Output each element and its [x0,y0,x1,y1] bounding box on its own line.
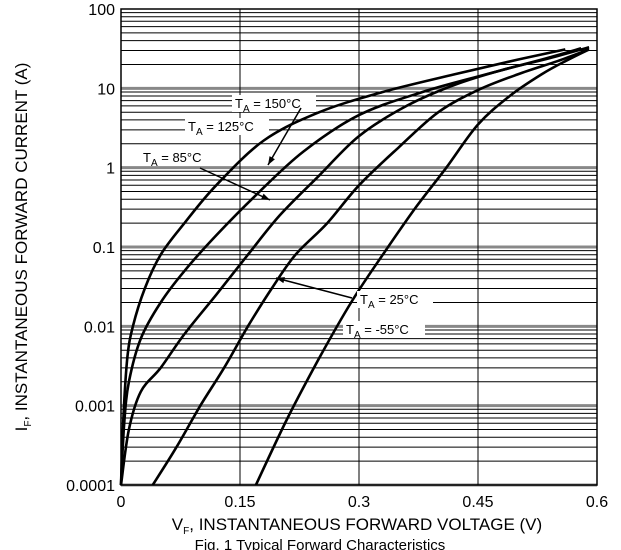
y-axis-symbol: I [12,427,31,432]
series-annotation-2: TA = 85°C [140,149,271,201]
arrowhead-icon [261,193,270,200]
y-tick-labels: 0.0001 0.001 0.01 0.1 1 10 100 [66,2,115,495]
annotation-leader [275,277,353,299]
annotation-backdrop [357,291,433,308]
annotation-backdrop [185,118,269,135]
x-tick-label: 0.3 [348,494,370,511]
x-tick-label: 0.15 [224,494,255,511]
annotation-leader [199,167,271,201]
series-label: TA = 25°C [360,292,419,311]
series-line-4 [254,48,590,486]
x-axis-text: , INSTANTANEOUS FORWARD VOLTAGE (V) [189,515,542,534]
y-tick-label: 100 [88,2,115,19]
series-layer [119,45,590,486]
arrowhead-icon [268,156,275,165]
x-axis-symbol: V [172,515,184,534]
series-label: TA = 150°C [235,96,301,115]
figure-caption: Fig. 1 Typical Forward Characteristics [194,537,446,550]
y-axis-subscript: F [23,421,34,427]
plot-frame [120,8,598,486]
series-annotation-1: TA = 125°C [185,118,269,138]
y-tick-label: 0.0001 [66,478,115,495]
y-tick-label: 0.1 [93,240,115,257]
y-tick-label: 0.001 [75,399,115,416]
series-annotations: TA = 150°C TA = 125°C TA = 85°C TA = 25°C TA… [140,95,433,341]
series-label: TA = -55°C [346,322,409,341]
y-tick-label: 10 [97,81,115,98]
annotation-backdrop [140,149,216,166]
x-axis-title: VF, INSTANTANEOUS FORWARD VOLTAGE (V) [172,515,542,537]
series-line-0 [119,48,566,486]
series-label: TA = 125°C [188,119,254,138]
series-annotation-3: TA = 25°C [275,277,433,311]
y-tick-label: 0.01 [84,319,115,336]
annotation-backdrop [232,95,316,112]
x-tick-label: 0.6 [586,494,608,511]
x-tick-label: 0.45 [462,494,493,511]
annotation-backdrop [343,321,425,338]
series-annotation-0: TA = 150°C [232,95,316,166]
y-tick-label: 1 [106,161,115,178]
x-tick-label: 0 [117,494,126,511]
x-axis-subscript: F [183,526,189,537]
series-annotation-4: TA = -55°C [343,321,425,341]
y-axis-title: IF, INSTANTANEOUS FORWARD CURRENT (A) [12,63,34,432]
series-line-1 [119,47,582,486]
grid-layer [120,9,598,487]
series-label: TA = 85°C [143,150,202,169]
series-line-3 [151,48,590,486]
arrowhead-icon [276,277,285,284]
annotation-leader [267,107,302,166]
x-tick-labels: 0 0.15 0.3 0.45 0.6 [117,494,609,511]
series-line-2 [119,45,590,486]
y-axis-text: , INSTANTANEOUS FORWARD CURRENT (A) [12,63,31,421]
